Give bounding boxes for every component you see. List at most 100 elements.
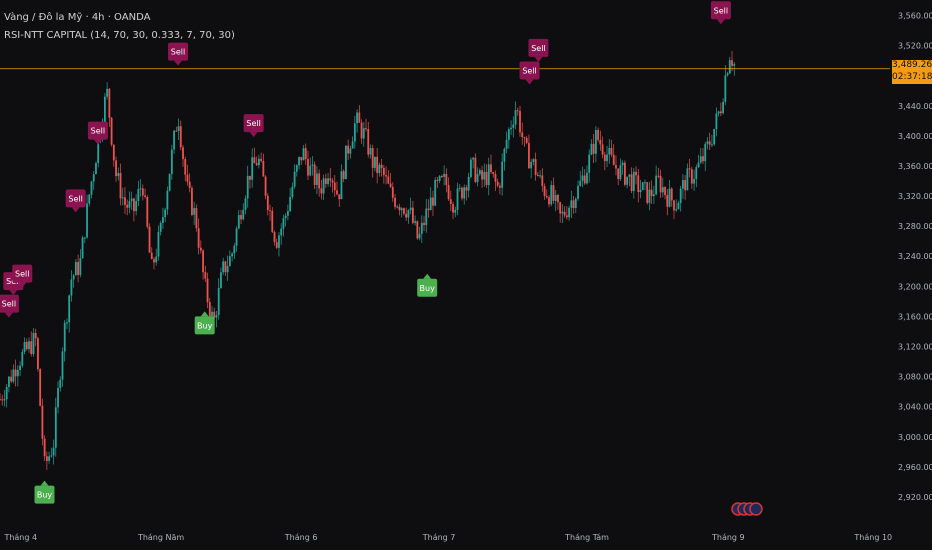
candle-body <box>117 173 120 177</box>
candle-body <box>349 148 352 154</box>
candle-body <box>253 157 256 164</box>
candle-body <box>474 157 477 182</box>
candle-body <box>273 232 276 243</box>
candle-body <box>644 182 646 184</box>
candle-body <box>316 173 318 185</box>
signal-markers: SellSellSellSellSellSellSellSellSellSell… <box>0 1 731 504</box>
sell-marker-label: Sell <box>531 44 545 53</box>
sell-marker-label: Sell <box>91 127 105 136</box>
candle-body <box>351 141 354 149</box>
candle-body <box>233 245 236 254</box>
candle-body <box>478 170 481 175</box>
candle-body <box>345 145 347 180</box>
candle-body <box>153 258 155 263</box>
buy-marker-pointer <box>423 273 432 279</box>
candle-body <box>695 167 698 179</box>
candle-body <box>226 266 229 273</box>
candle-body <box>304 148 307 159</box>
candle-body <box>726 73 729 76</box>
sell-marker-pointer <box>18 282 27 288</box>
candle-body <box>81 237 84 259</box>
candle-body <box>157 231 160 257</box>
x-tick-label: Tháng 10 <box>853 533 892 542</box>
candle-body <box>83 237 86 239</box>
candle-body <box>324 178 327 184</box>
candle-body <box>124 197 126 205</box>
candle-body <box>121 197 124 199</box>
candle-body <box>278 235 280 248</box>
candle-body <box>148 226 151 253</box>
candle-body <box>597 129 600 140</box>
candle-body <box>684 180 687 191</box>
candle-body <box>311 164 314 166</box>
candle-body <box>130 198 133 202</box>
sell-signal-marker: Sell <box>0 294 19 318</box>
candle-body <box>284 215 287 219</box>
candle-body <box>202 250 204 273</box>
x-tick-label: Tháng 4 <box>3 533 37 542</box>
candle-body <box>353 123 356 142</box>
sell-marker-pointer <box>71 207 80 213</box>
sell-marker-pointer <box>525 79 534 85</box>
candle-body <box>626 176 629 185</box>
candle-body <box>369 148 372 155</box>
candle-body <box>266 195 269 211</box>
candle-body <box>690 169 693 184</box>
candle-body <box>371 148 374 168</box>
candle-body <box>50 455 53 457</box>
candle-body <box>362 128 365 139</box>
candle-body <box>447 185 450 200</box>
candle-body <box>286 211 289 216</box>
candle-body <box>592 143 595 154</box>
candle-body <box>204 272 207 279</box>
candle-body <box>661 187 664 193</box>
candle-body <box>530 161 533 169</box>
candle-body <box>724 75 727 102</box>
candle-body <box>215 314 218 318</box>
candle-body <box>514 110 517 125</box>
candle-body <box>30 341 33 354</box>
candle-body <box>28 341 30 350</box>
candle-body <box>235 228 238 246</box>
y-tick-label: 3,560.000 <box>898 12 932 21</box>
candle-body <box>63 322 66 352</box>
candle-body <box>168 173 171 191</box>
candle-body <box>264 176 267 196</box>
candle-body <box>407 210 410 218</box>
candle-body <box>521 132 524 138</box>
candle-body <box>699 156 702 163</box>
candle-body <box>260 158 263 162</box>
candle-body <box>416 221 419 239</box>
candle-body <box>394 197 396 207</box>
candle-body <box>496 181 499 186</box>
candle-body <box>5 387 8 400</box>
candle-body <box>543 186 546 196</box>
candle-body <box>702 156 704 162</box>
buy-marker-pointer <box>40 480 49 486</box>
candle-body <box>570 200 573 208</box>
candle-body <box>594 129 597 154</box>
candle-body <box>309 165 312 176</box>
candle-body <box>601 144 604 155</box>
candle-body <box>282 218 285 229</box>
candle-body <box>224 261 227 273</box>
sell-marker-box <box>528 38 549 57</box>
sell-marker-box <box>12 264 33 283</box>
sell-marker-label: Sell <box>246 119 260 128</box>
candle-body <box>523 137 526 139</box>
candle-body <box>606 154 608 162</box>
indicator-title[interactable]: RSI-NTT CAPITAL (14, 70, 30, 0.333, 7, 7… <box>4 30 235 41</box>
candle-body <box>298 157 300 166</box>
candle-body <box>14 369 17 377</box>
symbol-title[interactable]: Vàng / Đô la Mỹ · 4h · OANDA <box>4 12 151 23</box>
candle-body <box>568 207 570 218</box>
candle-body <box>197 228 200 248</box>
event-flags-icon[interactable] <box>731 502 763 516</box>
y-tick-label: 3,280.000 <box>898 222 932 231</box>
candle-body <box>445 173 448 186</box>
candle-body <box>675 209 678 211</box>
candle-body <box>237 215 240 229</box>
candle-body <box>704 143 707 162</box>
sell-marker-pointer <box>716 19 725 25</box>
